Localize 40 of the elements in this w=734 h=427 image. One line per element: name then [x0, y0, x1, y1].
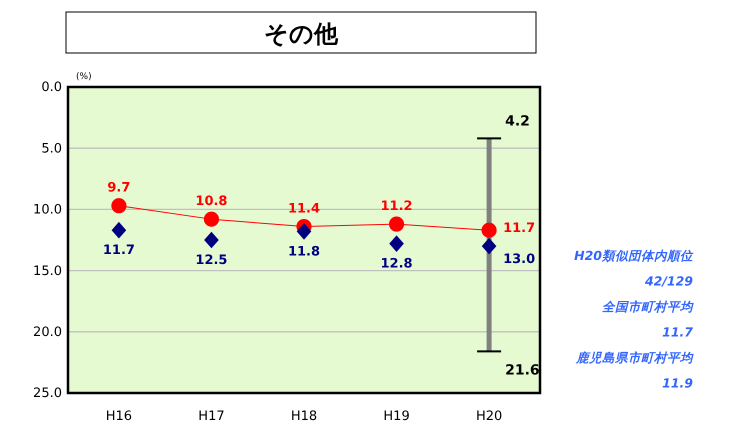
data-label: 10.8: [195, 194, 228, 210]
data-label: 11.7: [102, 243, 135, 258]
y-tick-label: 0.0: [41, 80, 62, 96]
chart-title: その他: [264, 20, 339, 48]
text: 11.9: [662, 376, 694, 390]
point: [204, 232, 219, 248]
point: [389, 235, 404, 252]
data-label: 11.8: [288, 244, 320, 260]
text: H20類似団体内順位: [574, 248, 694, 263]
point: [482, 238, 496, 254]
text: 11.7: [662, 324, 694, 340]
y-axis-title: (%): [76, 72, 92, 82]
point: [296, 223, 312, 240]
data-label: 11.2: [380, 199, 413, 214]
x-tick-label: H18: [290, 409, 318, 424]
annotation: 4.2: [505, 113, 530, 130]
x-tick-label: H16: [106, 409, 132, 424]
text: 42/129: [644, 274, 694, 288]
x-tick-label: H19: [383, 409, 410, 424]
data-label: 12.8: [380, 256, 413, 272]
point: [482, 222, 497, 238]
y-tick-label: 5.0: [41, 141, 62, 156]
data-label: 11.7: [503, 221, 536, 236]
point: [388, 216, 404, 232]
y-tick-label: 20.0: [33, 324, 62, 340]
y-tick-label: 15.0: [33, 264, 62, 279]
x-tick-label: H20: [476, 409, 502, 424]
data-label: 12.5: [195, 253, 228, 268]
text: 鹿児島県市町村平均: [575, 350, 694, 365]
point: [204, 212, 220, 227]
x-tick-label: H17: [198, 409, 225, 424]
y-tick-label: 25.0: [33, 386, 62, 402]
data-label: 13.0: [503, 252, 536, 268]
text: 全国市町村平均: [602, 299, 694, 314]
data-label: 9.7: [107, 180, 130, 196]
point: [111, 198, 126, 214]
data-label: 11.4: [288, 202, 320, 217]
point: [112, 222, 126, 239]
annotation: 21.6: [505, 362, 540, 378]
y-tick-label: 10.0: [33, 202, 62, 218]
